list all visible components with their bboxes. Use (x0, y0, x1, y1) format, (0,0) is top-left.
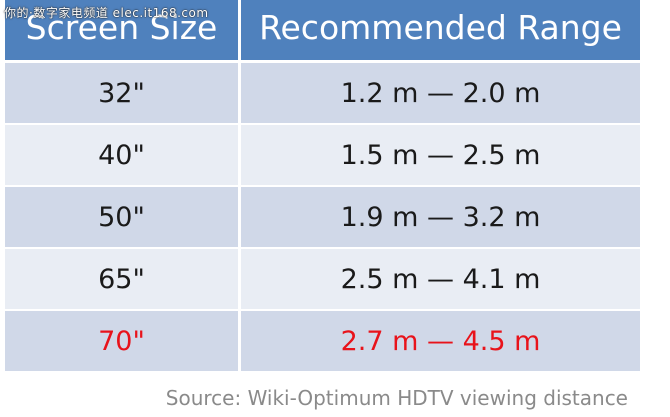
header-cell: Recommended Range (241, 0, 640, 60)
header-cell: Screen Size (5, 0, 238, 60)
table-cell: 65" (5, 249, 238, 309)
watermark: 你的·数字家电频道 elec.it168.com (4, 6, 209, 20)
highlighted-cell: 2.7 m — 4.5 m (241, 311, 640, 371)
table-cell: 50" (5, 187, 238, 247)
table-cell: 40" (5, 125, 238, 185)
table-cell: 32" (5, 63, 238, 123)
table-cell: 1.5 m — 2.5 m (241, 125, 640, 185)
table-cell: 1.9 m — 3.2 m (241, 187, 640, 247)
table-cell: 1.2 m — 2.0 m (241, 63, 640, 123)
source-note: Source: Wiki-Optimum HDTV viewing distan… (165, 386, 628, 410)
table-cell: 2.5 m — 4.1 m (241, 249, 640, 309)
highlighted-cell: 70" (5, 311, 238, 371)
